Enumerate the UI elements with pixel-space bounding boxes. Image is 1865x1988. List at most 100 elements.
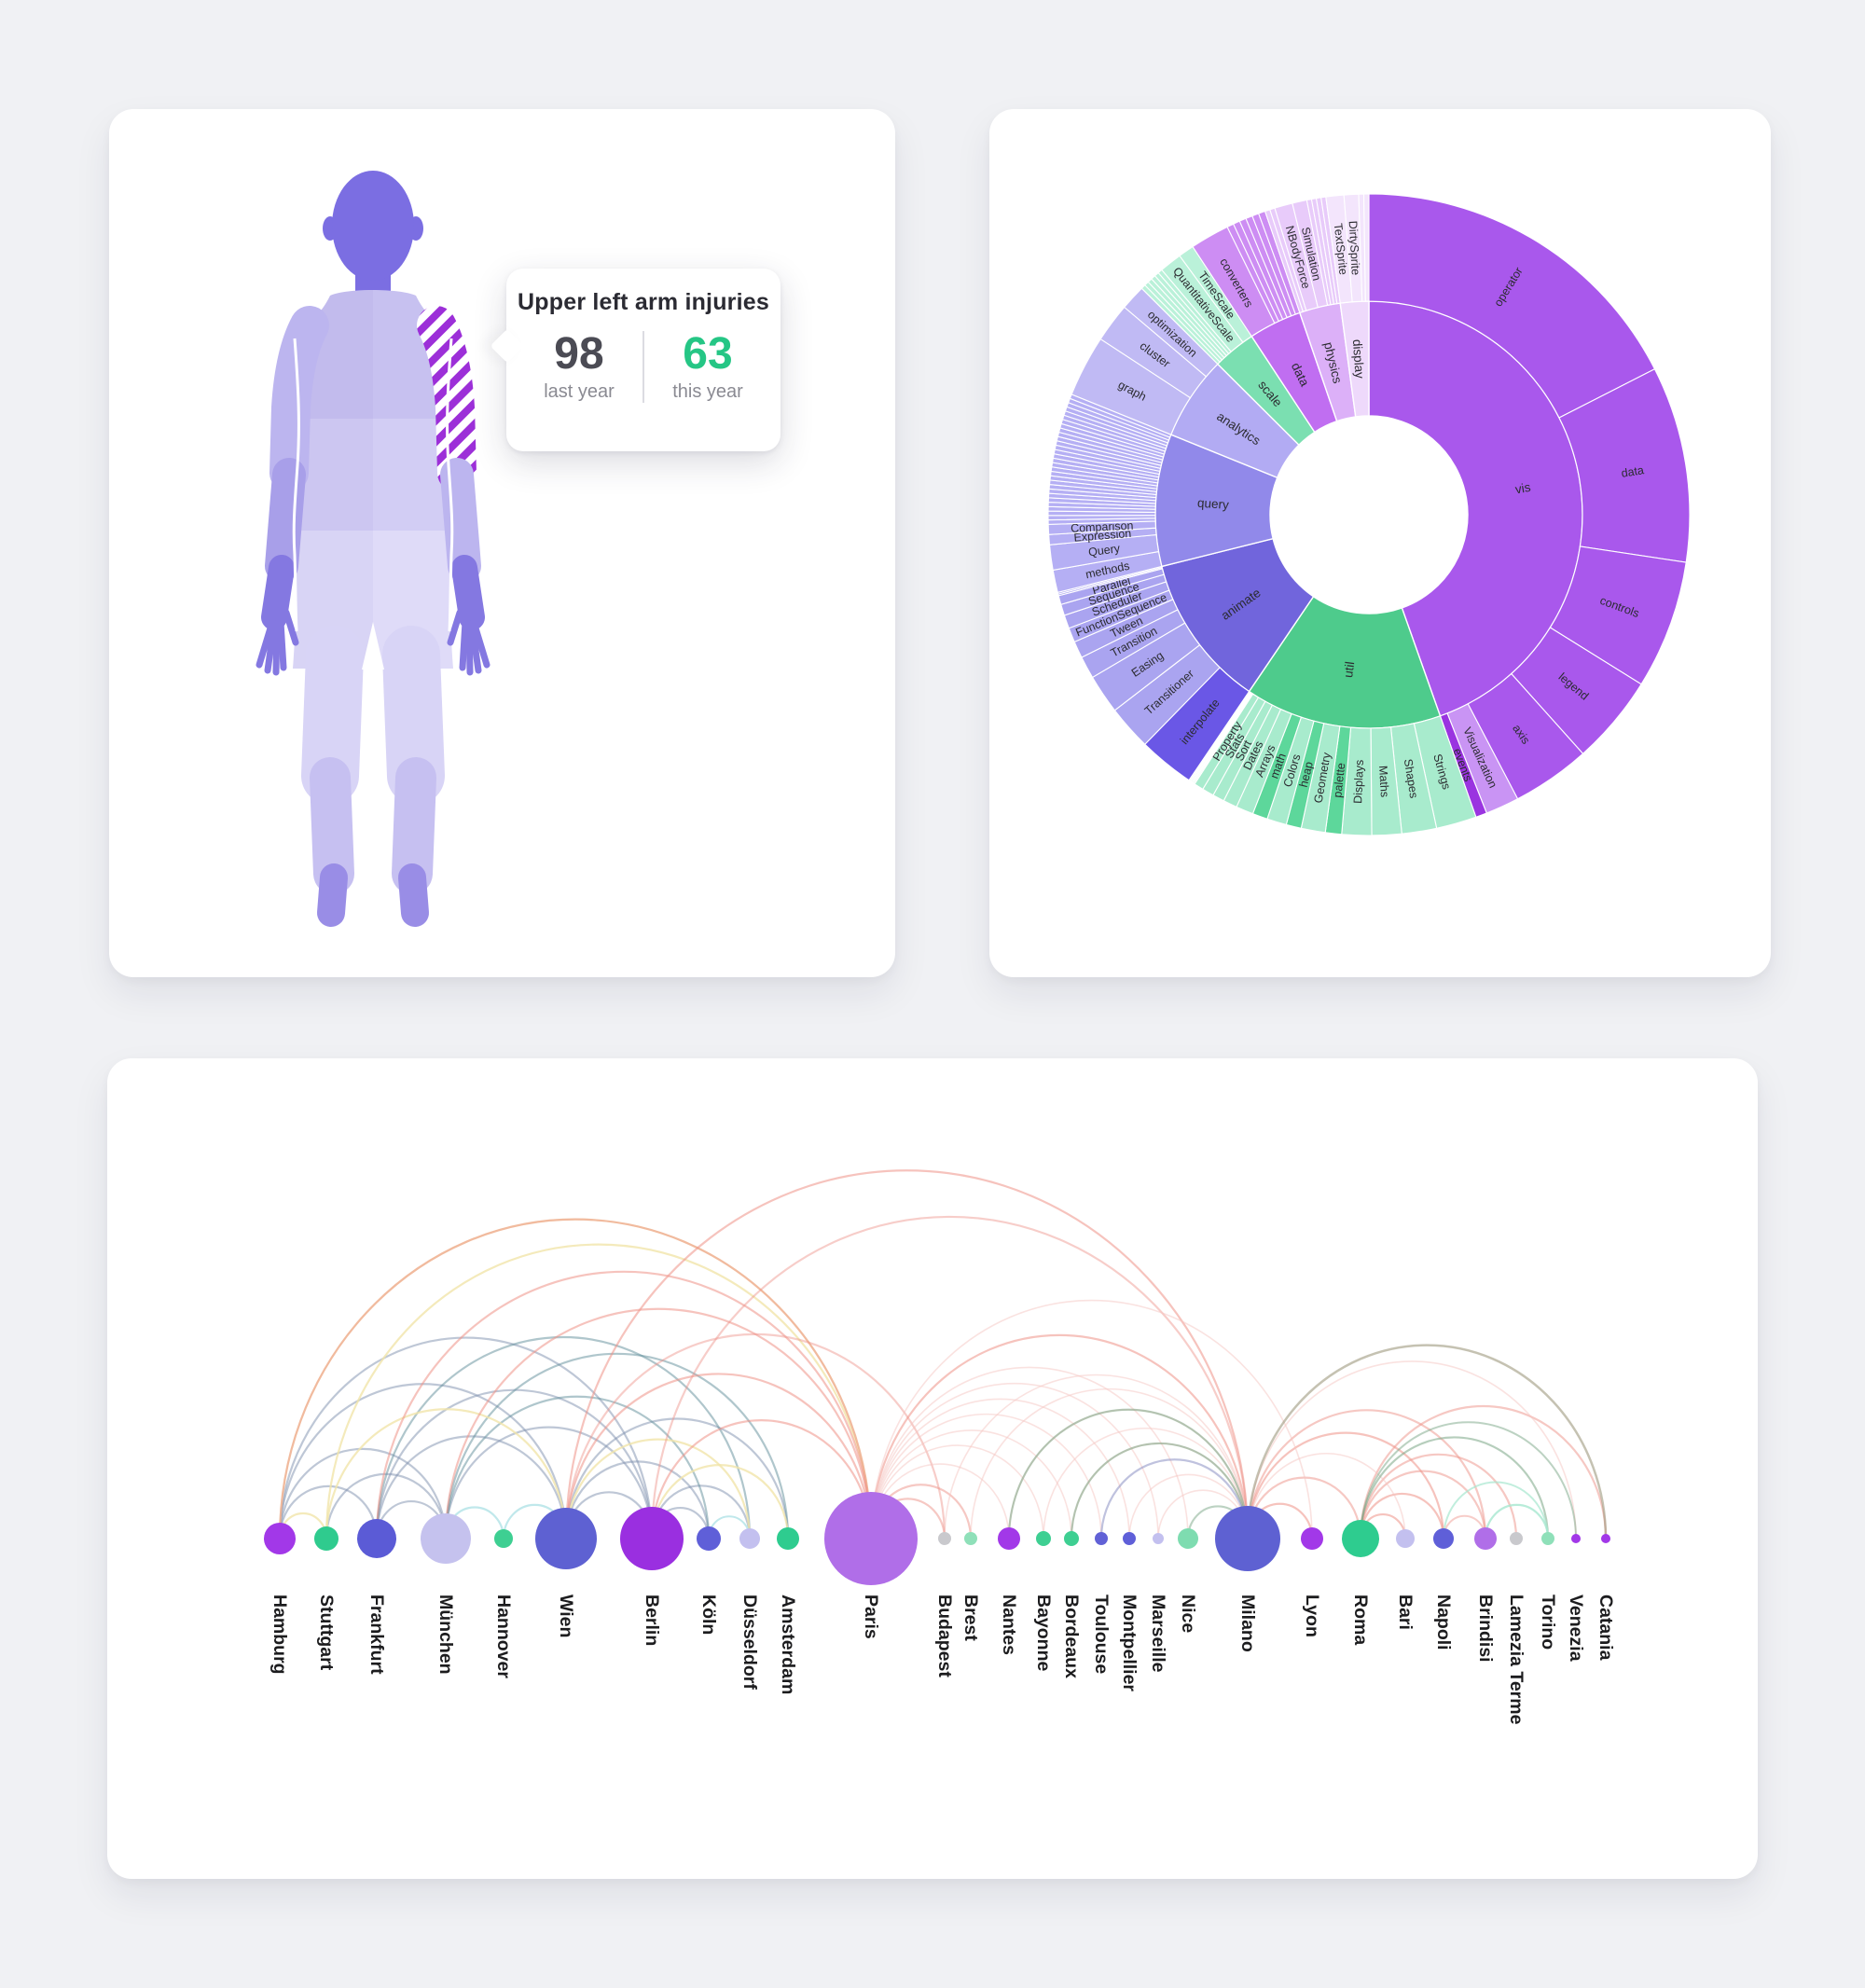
link-arc[interactable] <box>870 1398 1130 1539</box>
sunburst-chart[interactable]: operatordatacontrolslegendaxisVisualizat… <box>989 109 1771 977</box>
link-arc[interactable] <box>1359 1436 1550 1539</box>
city-node-lamezia-terme[interactable] <box>1510 1532 1523 1545</box>
city-label: Hamburg <box>269 1595 290 1675</box>
city-node-brest[interactable] <box>964 1532 977 1545</box>
city-label: Bari <box>1395 1595 1416 1630</box>
city-node-bari[interactable] <box>1396 1529 1415 1548</box>
sunburst-label: Query <box>1087 542 1121 559</box>
link-arc[interactable] <box>564 1460 711 1539</box>
body-legs[interactable] <box>301 626 445 927</box>
link-arc[interactable] <box>444 1352 790 1539</box>
body-figure[interactable] <box>109 109 895 977</box>
city-node-frankfurt[interactable] <box>357 1519 396 1558</box>
city-node-roma[interactable] <box>1342 1520 1379 1557</box>
city-label: Venezia <box>1566 1595 1586 1662</box>
city-node-düsseldorf[interactable] <box>739 1528 760 1549</box>
link-arc[interactable] <box>1246 1409 1487 1539</box>
city-label: Torino <box>1538 1595 1558 1650</box>
link-arc[interactable] <box>375 1270 873 1539</box>
last-year-label: last year <box>544 381 615 403</box>
city-node-napoli[interactable] <box>1433 1528 1454 1549</box>
link-arc[interactable] <box>1247 1453 1406 1539</box>
city-node-milano[interactable] <box>1215 1506 1280 1571</box>
sunburst-label: query <box>1197 496 1230 512</box>
city-node-stuttgart[interactable] <box>314 1526 338 1551</box>
link-arc[interactable] <box>869 1333 1250 1539</box>
link-arc[interactable] <box>1359 1404 1608 1539</box>
arc-diagram-chart[interactable]: Hamburg Stuttgart Frankfurt München Hannover… <box>107 1058 1758 1879</box>
link-arc[interactable] <box>1007 1408 1250 1539</box>
link-arc[interactable] <box>444 1395 711 1539</box>
sunburst-segment-RectSprite[interactable] <box>1362 193 1370 302</box>
link-arc[interactable] <box>1359 1492 1445 1539</box>
city-label: Nice <box>1178 1595 1198 1633</box>
body-torso[interactable] <box>249 249 501 670</box>
link-arc[interactable] <box>278 1484 379 1539</box>
city-label: Köln <box>698 1595 719 1635</box>
sunburst-label: Shapes <box>1402 758 1420 799</box>
sunburst-card: operator data controls legend axis Visualizat… <box>989 109 1771 977</box>
link-arc[interactable] <box>1484 1503 1550 1539</box>
city-node-montpellier[interactable] <box>1123 1532 1136 1545</box>
city-node-brindisi[interactable] <box>1474 1527 1497 1550</box>
link-arc[interactable] <box>1246 1344 1608 1539</box>
city-node-münchen[interactable] <box>421 1513 471 1564</box>
sunburst-segment-operator[interactable] <box>1368 193 1656 419</box>
link-arc[interactable] <box>1247 1360 1577 1539</box>
sunburst-label: util <box>1341 661 1357 679</box>
city-label: Nantes <box>999 1595 1019 1655</box>
link-arc[interactable] <box>444 1426 654 1539</box>
link-arc[interactable] <box>564 1169 1250 1539</box>
link-arc[interactable] <box>1070 1442 1250 1539</box>
city-node-marseille[interactable] <box>1153 1533 1164 1544</box>
link-arc[interactable] <box>1360 1421 1577 1539</box>
city-node-torino[interactable] <box>1541 1532 1554 1545</box>
city-node-köln[interactable] <box>697 1526 721 1551</box>
city-label: Wien <box>556 1595 576 1637</box>
city-node-catania[interactable] <box>1601 1534 1610 1543</box>
city-node-bayonne[interactable] <box>1036 1531 1051 1546</box>
link-arc[interactable] <box>650 1419 873 1539</box>
city-label: Catania <box>1596 1595 1616 1661</box>
link-arc[interactable] <box>650 1215 1250 1539</box>
link-arc[interactable] <box>870 1299 1313 1539</box>
city-node-berlin[interactable] <box>620 1507 684 1570</box>
link-arc[interactable] <box>325 1243 873 1539</box>
city-node-bordeaux[interactable] <box>1064 1531 1079 1546</box>
city-label: Bordeaux <box>1061 1595 1082 1678</box>
city-node-hannover[interactable] <box>494 1529 513 1548</box>
link-arc[interactable] <box>870 1382 1159 1539</box>
link-arc[interactable] <box>1443 1481 1549 1539</box>
link-arc[interactable] <box>1359 1470 1487 1539</box>
link-arc[interactable] <box>278 1218 873 1539</box>
city-label: Berlin <box>642 1595 662 1646</box>
city-node-budapest[interactable] <box>938 1532 951 1545</box>
link-arc[interactable] <box>650 1464 790 1539</box>
city-node-wien[interactable] <box>535 1508 597 1569</box>
link-arc[interactable] <box>564 1417 790 1539</box>
link-arc[interactable] <box>1246 1431 1445 1539</box>
city-node-nice[interactable] <box>1178 1528 1198 1549</box>
link-arc[interactable] <box>564 1373 873 1539</box>
link-arc[interactable] <box>278 1447 448 1539</box>
link-arc[interactable] <box>444 1307 873 1539</box>
city-node-amsterdam[interactable] <box>777 1527 799 1550</box>
link-arc[interactable] <box>1043 1428 1249 1539</box>
city-node-lyon[interactable] <box>1301 1527 1323 1550</box>
link-arc[interactable] <box>1359 1453 1518 1539</box>
city-node-paris[interactable] <box>824 1492 918 1585</box>
city-node-venezia[interactable] <box>1571 1534 1581 1543</box>
link-arc[interactable] <box>564 1438 752 1539</box>
link-arc[interactable] <box>870 1429 1072 1539</box>
link-arc[interactable] <box>375 1435 568 1539</box>
city-node-nantes[interactable] <box>998 1527 1020 1550</box>
link-arc[interactable] <box>944 1374 1249 1539</box>
body-head[interactable] <box>323 171 423 305</box>
city-node-hamburg[interactable] <box>264 1523 296 1554</box>
link-arc[interactable] <box>375 1335 752 1539</box>
link-arc[interactable] <box>1099 1458 1250 1539</box>
city-label: Budapest <box>934 1595 955 1677</box>
city-node-toulouse[interactable] <box>1095 1532 1108 1545</box>
link-arc[interactable] <box>970 1387 1249 1539</box>
link-arc[interactable] <box>325 1408 568 1539</box>
